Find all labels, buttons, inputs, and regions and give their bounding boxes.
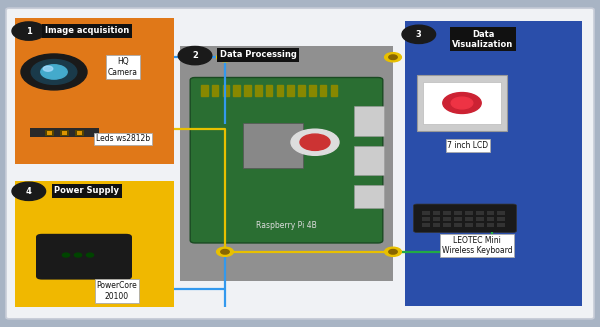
Bar (405, 21, 582, 306)
Bar (287, 85, 294, 96)
Circle shape (443, 93, 481, 113)
Bar (266, 85, 272, 96)
Bar (309, 85, 316, 96)
Bar (60, 130, 69, 136)
Bar (497, 223, 505, 227)
Bar (465, 223, 473, 227)
Text: LEOTEC Mini
Wireless Keyboard: LEOTEC Mini Wireless Keyboard (442, 235, 512, 255)
Circle shape (86, 253, 94, 257)
Bar (487, 211, 494, 215)
Circle shape (62, 253, 70, 257)
Circle shape (74, 253, 82, 257)
Bar (417, 75, 507, 131)
Bar (77, 131, 82, 135)
Text: Data
Visualization: Data Visualization (452, 29, 514, 49)
Bar (75, 130, 84, 136)
Text: 7 inch LCD: 7 inch LCD (448, 141, 488, 150)
FancyBboxPatch shape (413, 204, 517, 232)
Text: Image acquisition: Image acquisition (45, 26, 129, 35)
Bar (244, 85, 251, 96)
Circle shape (12, 22, 46, 40)
Bar (487, 223, 494, 227)
Text: Raspberry Pi 4B: Raspberry Pi 4B (256, 221, 317, 230)
Bar (443, 217, 451, 221)
Bar (354, 185, 384, 208)
Bar (320, 85, 326, 96)
FancyBboxPatch shape (36, 234, 132, 280)
Circle shape (178, 46, 212, 65)
Circle shape (385, 247, 401, 256)
Circle shape (31, 60, 77, 84)
Bar (465, 211, 473, 215)
FancyBboxPatch shape (190, 77, 383, 243)
Bar (277, 85, 283, 96)
Bar (354, 106, 384, 136)
Bar (487, 217, 494, 221)
Bar (454, 223, 462, 227)
Bar (331, 85, 337, 96)
Circle shape (221, 55, 229, 60)
Bar (422, 211, 430, 215)
Bar (454, 217, 462, 221)
Text: 3: 3 (416, 30, 422, 39)
Bar (62, 131, 67, 135)
Bar (233, 85, 240, 96)
Bar (201, 85, 208, 96)
Bar (443, 211, 451, 215)
Bar (433, 217, 440, 221)
Bar (15, 18, 174, 164)
Bar (465, 217, 473, 221)
Bar (497, 211, 505, 215)
Circle shape (41, 65, 67, 79)
Circle shape (300, 134, 330, 150)
Text: Leds ws2812b: Leds ws2812b (96, 134, 150, 144)
Bar (423, 82, 501, 124)
Circle shape (402, 25, 436, 43)
Bar (422, 223, 430, 227)
Circle shape (291, 129, 339, 155)
Bar (223, 85, 229, 96)
Text: HQ
Camera: HQ Camera (108, 57, 138, 77)
Bar (45, 130, 54, 136)
Circle shape (385, 53, 401, 62)
Bar (30, 128, 99, 137)
Bar (476, 223, 484, 227)
Bar (476, 211, 484, 215)
Circle shape (389, 55, 397, 60)
Bar (298, 85, 305, 96)
Bar (443, 223, 451, 227)
Bar (497, 217, 505, 221)
Circle shape (12, 182, 46, 200)
Bar (243, 123, 303, 168)
Bar (433, 211, 440, 215)
Circle shape (43, 66, 53, 71)
Bar (422, 217, 430, 221)
Circle shape (389, 250, 397, 254)
Circle shape (217, 247, 233, 256)
Bar (354, 146, 384, 175)
Circle shape (451, 97, 473, 109)
Circle shape (21, 54, 87, 90)
Text: 2: 2 (192, 51, 198, 60)
Text: PowerCore
20100: PowerCore 20100 (97, 281, 137, 301)
Text: Power Supply: Power Supply (55, 186, 119, 196)
Circle shape (217, 53, 233, 62)
Bar (433, 223, 440, 227)
Bar (255, 85, 262, 96)
Bar (15, 181, 174, 307)
Bar (476, 217, 484, 221)
FancyBboxPatch shape (6, 8, 594, 319)
Bar (180, 46, 393, 281)
Circle shape (221, 250, 229, 254)
Bar (212, 85, 218, 96)
Bar (47, 131, 52, 135)
Text: 1: 1 (26, 26, 32, 36)
Text: Data Processing: Data Processing (220, 50, 296, 60)
Bar (454, 211, 462, 215)
Text: 4: 4 (26, 187, 32, 196)
